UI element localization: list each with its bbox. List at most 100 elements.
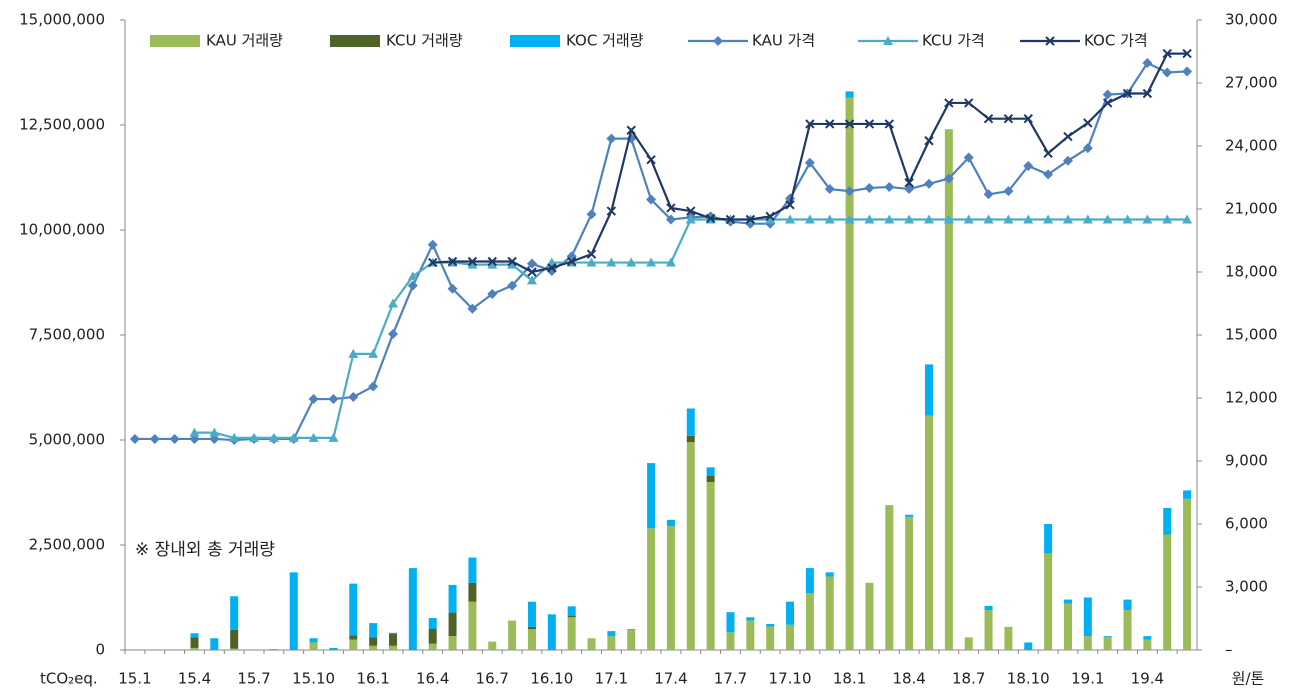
bar xyxy=(786,601,795,625)
line-marker xyxy=(943,173,954,184)
line-marker xyxy=(249,432,260,442)
legend-label: KAU 거래량 xyxy=(206,32,283,50)
line-marker xyxy=(904,214,915,224)
bar xyxy=(1143,636,1152,640)
y2-tick-label: 18,000 xyxy=(1225,263,1278,281)
line-marker xyxy=(626,125,636,135)
y-tick-label: 5,000,000 xyxy=(29,431,105,449)
line-marker xyxy=(328,394,339,405)
line-marker xyxy=(745,214,756,225)
line-marker xyxy=(467,303,478,314)
bar xyxy=(905,514,914,517)
bar xyxy=(329,647,338,650)
legend-marker xyxy=(713,36,723,46)
line-marker xyxy=(586,257,597,267)
line-marker xyxy=(785,200,795,210)
bar xyxy=(349,583,358,636)
bar xyxy=(468,557,477,583)
line-marker xyxy=(824,184,835,195)
line xyxy=(194,218,1188,439)
line-marker xyxy=(1142,58,1153,69)
bar xyxy=(408,568,417,650)
bar xyxy=(726,612,735,633)
line-marker xyxy=(785,214,796,224)
line-marker xyxy=(189,427,200,437)
bar xyxy=(885,505,894,650)
line-marker xyxy=(149,433,160,444)
bar xyxy=(527,629,536,650)
legend-marker xyxy=(883,36,893,45)
y2-tick-label: 12,000 xyxy=(1225,389,1278,407)
bar xyxy=(964,637,973,650)
bar xyxy=(1024,642,1033,650)
line-marker xyxy=(725,214,736,225)
line-marker xyxy=(427,257,438,268)
bar xyxy=(230,648,239,650)
line-marker xyxy=(268,432,279,442)
line-marker xyxy=(864,119,875,129)
line-marker xyxy=(963,214,974,224)
y-tick-label: 10,000,000 xyxy=(19,221,105,239)
bar xyxy=(369,623,378,638)
bar xyxy=(210,638,219,650)
y2-tick-label: – xyxy=(1225,641,1233,659)
x-tick-label: 16.10 xyxy=(530,670,573,688)
line-marker xyxy=(665,257,676,267)
line-marker xyxy=(705,213,716,224)
bar xyxy=(567,617,576,650)
bar xyxy=(984,605,993,611)
bar xyxy=(627,629,636,630)
line-marker xyxy=(1003,186,1014,197)
line-marker xyxy=(308,394,319,405)
line-marker xyxy=(844,119,855,129)
bar xyxy=(428,629,437,644)
line-marker xyxy=(1182,66,1193,77)
bar xyxy=(190,637,199,648)
bar xyxy=(666,526,675,650)
bar xyxy=(905,516,914,650)
x-tick-label: 16.4 xyxy=(416,670,449,688)
line-marker xyxy=(864,183,875,193)
bar xyxy=(389,632,397,635)
bar xyxy=(1143,639,1152,650)
bar xyxy=(1083,636,1092,650)
bar xyxy=(389,645,397,650)
x-tick-label: 18.10 xyxy=(1007,670,1050,688)
line-marker xyxy=(229,432,240,442)
bar xyxy=(468,601,477,650)
line-marker xyxy=(388,298,398,308)
line-marker xyxy=(844,186,855,197)
bar xyxy=(944,129,953,650)
bar xyxy=(686,442,695,650)
x-tick-label: 15.1 xyxy=(118,670,151,688)
bar xyxy=(786,624,795,650)
line-marker xyxy=(626,257,637,267)
line-marker xyxy=(447,283,458,294)
line-marker xyxy=(467,259,478,269)
bar xyxy=(825,572,834,577)
line-marker xyxy=(1102,89,1113,100)
line-marker xyxy=(447,256,458,267)
bar xyxy=(309,638,318,643)
y-axis-label: tCO₂eq. xyxy=(40,670,98,688)
line-marker xyxy=(825,119,835,129)
bar xyxy=(527,601,536,627)
line-marker xyxy=(526,258,537,269)
line-marker xyxy=(1043,148,1053,159)
line-marker xyxy=(646,154,656,165)
bar xyxy=(1183,498,1192,650)
line-marker xyxy=(844,214,855,224)
y2-tick-label: 21,000 xyxy=(1225,200,1278,218)
line-marker xyxy=(368,348,379,358)
legend-swatch xyxy=(510,35,560,47)
bar xyxy=(1103,637,1112,650)
y2-tick-label: 15,000 xyxy=(1225,326,1278,344)
line-marker xyxy=(864,214,875,224)
line-marker xyxy=(824,214,835,224)
x-tick-label: 19.4 xyxy=(1131,670,1164,688)
bar xyxy=(825,576,834,650)
x-tick-label: 16.1 xyxy=(356,670,389,688)
line-marker xyxy=(646,194,657,205)
bar xyxy=(1063,603,1072,650)
legend-label: KCU 거래량 xyxy=(386,32,463,50)
